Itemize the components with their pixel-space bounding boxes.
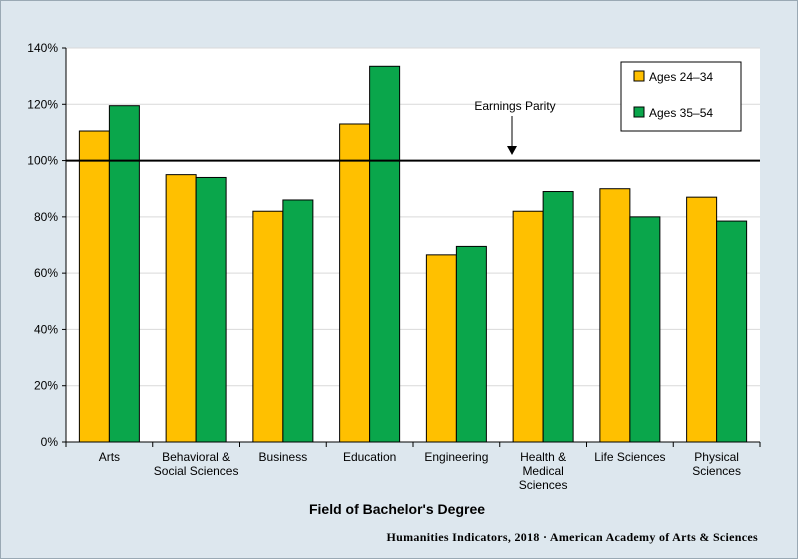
x-tick-label: Sciences xyxy=(519,478,568,492)
y-tick-label: 20% xyxy=(34,379,58,393)
x-tick-label: Engineering xyxy=(424,450,488,464)
axes xyxy=(62,47,761,447)
annotation-arrow-head xyxy=(507,146,517,155)
bar-ages-24-34 xyxy=(686,196,718,443)
bar-ages-35-54 xyxy=(108,105,140,443)
x-tick-label: Medical xyxy=(522,464,563,478)
source-credit: Humanities Indicators, 2018 · American A… xyxy=(386,530,758,544)
y-tick-label: 80% xyxy=(34,210,58,224)
x-tick-label: Behavioral & xyxy=(162,450,230,464)
bar-ages-24-34 xyxy=(425,254,457,443)
y-tick-label: 0% xyxy=(41,435,59,449)
x-tick-label: Arts xyxy=(99,450,120,464)
legend-label: Ages 35–54 xyxy=(649,106,713,120)
bar-ages-35-54 xyxy=(195,176,227,443)
bar-ages-35-54 xyxy=(629,216,661,443)
y-tick-labels: 0% 20% 40% 60% 80% 100% 120% 140% xyxy=(27,41,58,449)
bar-ages-35-54 xyxy=(282,199,314,443)
x-tick-labels: Arts Behavioral &Social Sciences Business E… xyxy=(99,450,741,492)
bar-ages-35-54 xyxy=(369,65,401,443)
bars xyxy=(78,65,748,443)
y-tick-label: 40% xyxy=(34,322,58,336)
bar-ages-35-54 xyxy=(542,191,574,443)
x-tick-label: Physical xyxy=(694,450,739,464)
legend: Ages 24–34 Ages 35–54 xyxy=(620,61,742,132)
bar-ages-24-34 xyxy=(252,210,284,443)
x-tick-label: Business xyxy=(259,450,308,464)
x-tick-label: Education xyxy=(343,450,396,464)
bar-ages-24-34 xyxy=(339,123,371,443)
legend-swatch xyxy=(633,70,645,82)
y-tick-label: 140% xyxy=(27,41,58,55)
bar-ages-24-34 xyxy=(165,174,197,443)
x-tick-label: Sciences xyxy=(692,464,741,478)
y-tick-label: 60% xyxy=(34,266,58,280)
legend-swatch xyxy=(633,106,645,118)
y-tick-label: 100% xyxy=(27,154,58,168)
x-axis-title: Field of Bachelor's Degree xyxy=(309,501,485,517)
earnings-parity-label: Earnings Parity xyxy=(474,99,555,113)
bar-ages-35-54 xyxy=(716,220,748,443)
y-tick-label: 120% xyxy=(27,97,58,111)
x-tick-label: Life Sciences xyxy=(594,450,665,464)
x-tick-label: Social Sciences xyxy=(154,464,239,478)
reference-line: Earnings Parity xyxy=(66,99,760,162)
bar-ages-24-34 xyxy=(512,210,544,443)
x-tick-label: Health & xyxy=(520,450,566,464)
bar-ages-24-34 xyxy=(599,188,631,443)
bar-ages-35-54 xyxy=(455,245,487,443)
legend-label: Ages 24–34 xyxy=(649,70,713,84)
bar-ages-24-34 xyxy=(78,130,110,443)
